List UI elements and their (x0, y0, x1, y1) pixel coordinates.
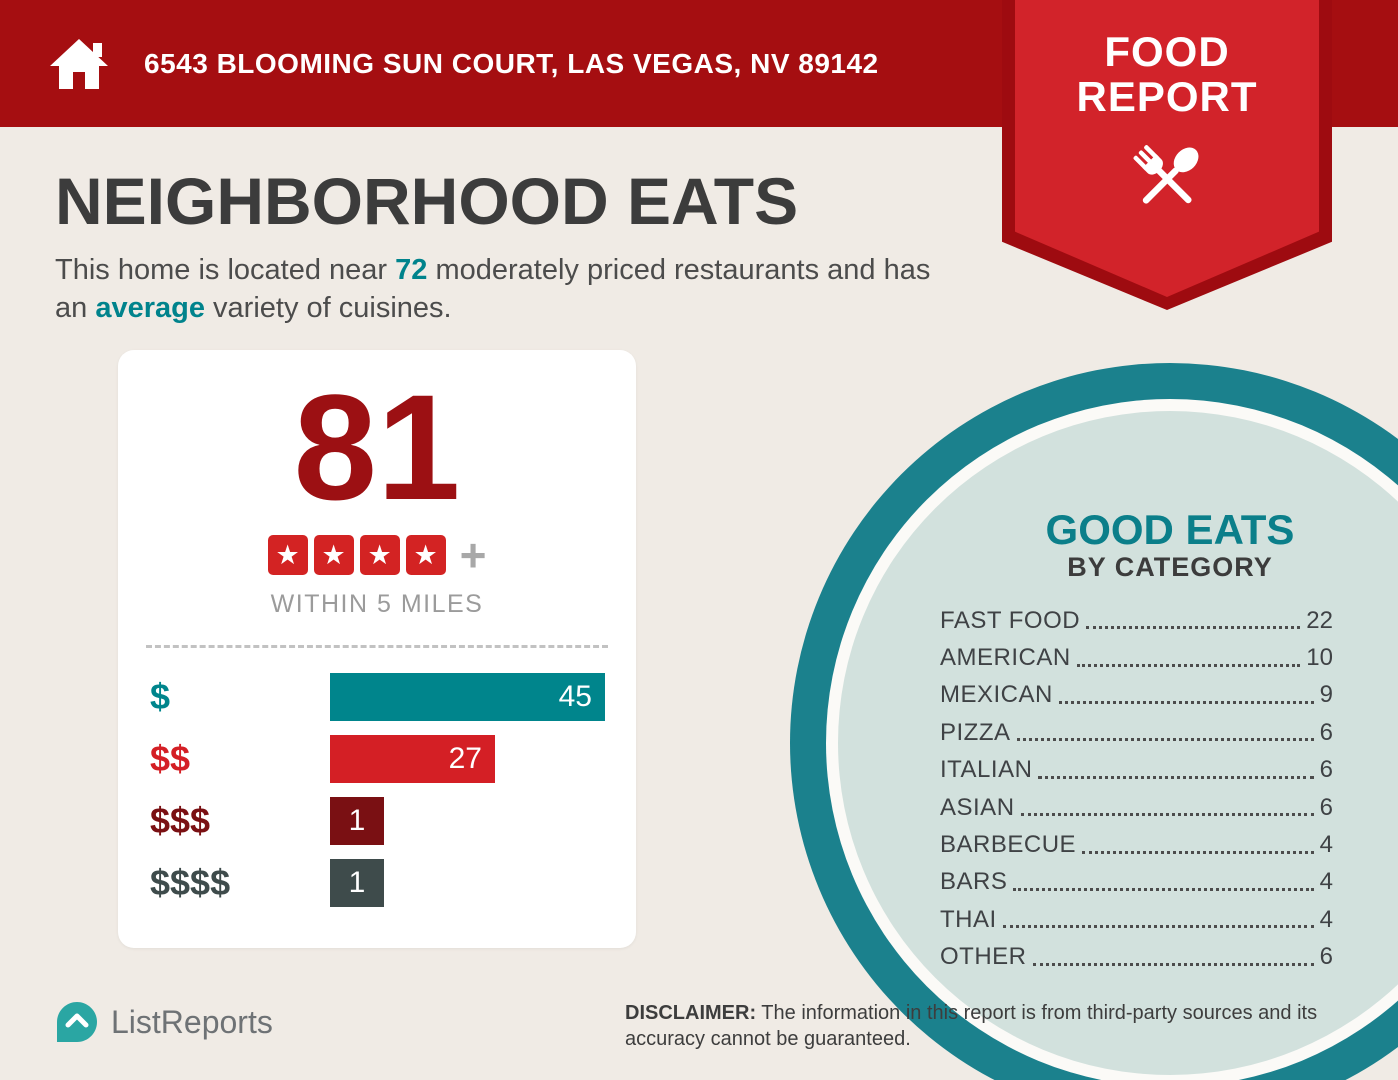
restaurant-count: 72 (395, 254, 428, 286)
price-bar-row: $$$ 1 (150, 790, 636, 852)
category-row: FAST FOOD 22 (940, 602, 1333, 639)
food-report-badge: FOOD REPORT (1002, 0, 1332, 310)
price-bar-label: $ (150, 676, 171, 717)
category-label: BARS (940, 868, 1008, 896)
category-list: FAST FOOD 22 AMERICAN 10 MEXICAN 9 PIZZA 6 ITALI… (940, 602, 1333, 976)
category-label: ITALIAN (940, 756, 1033, 784)
star-rating: ★ ★ ★ ★ + (118, 532, 636, 578)
category-label: AMERICAN (940, 644, 1071, 672)
listreports-logo-icon (57, 1002, 97, 1042)
category-value: 9 (1319, 681, 1333, 709)
category-label: PIZZA (940, 718, 1011, 746)
category-row: THAI 4 (940, 901, 1333, 938)
page-title: NEIGHBORHOOD EATS (55, 164, 799, 238)
star-icon: ★ (359, 535, 400, 575)
category-label: OTHER (940, 943, 1027, 971)
category-row: MEXICAN 9 (940, 677, 1333, 714)
price-bar-row: $$ 27 (150, 728, 636, 790)
star-icon: ★ (405, 535, 446, 575)
category-label: THAI (940, 905, 997, 933)
category-dots (1076, 663, 1301, 667)
plus-icon: + (459, 529, 487, 581)
badge-title-line2: REPORT (1076, 72, 1258, 120)
price-bar-value: 45 (558, 680, 592, 713)
category-value: 10 (1306, 644, 1333, 672)
category-row: BARS 4 (940, 864, 1333, 901)
category-dots (1082, 850, 1314, 854)
badge-face: FOOD REPORT (1015, 0, 1319, 297)
restaurant-score: 81 (293, 363, 461, 531)
dashed-divider (146, 645, 608, 648)
category-value: 6 (1319, 793, 1333, 821)
intro-sentence: This home is located near 72 moderately … (55, 251, 965, 328)
category-dots (1058, 700, 1314, 704)
price-bar: 27 (330, 735, 495, 783)
category-label: ASIAN (940, 793, 1015, 821)
radius-label: WITHIN 5 MILES (270, 590, 484, 618)
price-bar-value: 1 (348, 804, 366, 837)
category-label: FAST FOOD (940, 606, 1081, 634)
category-row: ASIAN 6 (940, 789, 1333, 826)
category-value: 4 (1319, 905, 1333, 933)
category-value: 6 (1319, 718, 1333, 746)
property-address: 6543 BLOOMING SUN COURT, LAS VEGAS, NV 8… (144, 47, 879, 79)
variety-word: average (95, 292, 205, 325)
disclaimer-text: The information in this report is from t… (625, 1002, 1318, 1051)
category-row: PIZZA 6 (940, 714, 1333, 751)
brand-name: ListReports (111, 1003, 273, 1040)
price-bars: $45 $$ 27 $$$ 1 $$$$ 1 (118, 666, 636, 914)
category-value: 22 (1306, 606, 1333, 634)
price-bar: 45 (330, 673, 605, 721)
score-card: 81 ★ ★ ★ ★ + WITHIN 5 MILES $45 $$ 27 $$$ 1 $$$$ 1 (118, 350, 636, 948)
category-value: 4 (1319, 868, 1333, 896)
good-eats-subtitle: BY CATEGORY (1067, 552, 1273, 582)
category-value: 6 (1319, 943, 1333, 971)
category-dots (1038, 775, 1314, 779)
price-bar-row: $$$$ 1 (150, 852, 636, 914)
category-dots (1086, 626, 1301, 630)
category-row: AMERICAN 10 (940, 639, 1333, 676)
price-bar-value: 27 (448, 742, 482, 775)
intro-text-end: variety of cuisines. (204, 292, 452, 325)
good-eats-title: GOOD EATS (1045, 506, 1295, 553)
price-bar-label: $$$$ (150, 862, 231, 903)
price-bar: 1 (330, 859, 384, 907)
category-dots (1020, 813, 1314, 817)
category-dots (1002, 925, 1314, 929)
star-icon: ★ (313, 535, 354, 575)
intro-text-mid: moderately priced restaurants and has an (55, 254, 931, 325)
category-row: OTHER 6 (940, 939, 1333, 976)
badge-title-line1: FOOD (1104, 28, 1230, 75)
category-value: 4 (1319, 831, 1333, 859)
category-label: MEXICAN (940, 681, 1053, 709)
category-dots (1032, 962, 1314, 966)
intro-text-start: This home is located near (55, 254, 396, 286)
price-bar-row: $45 (150, 666, 636, 728)
price-bar-value: 1 (348, 866, 366, 899)
category-row: BARBECUE 4 (940, 826, 1333, 863)
category-value: 6 (1319, 756, 1333, 784)
listreports-logo: ListReports (55, 1000, 273, 1044)
price-bar-label: $$ (150, 738, 191, 779)
category-label: BARBECUE (940, 831, 1077, 859)
category-row: ITALIAN 6 (940, 752, 1333, 789)
category-dots (1013, 887, 1314, 891)
disclaimer-label: DISCLAIMER: (625, 1002, 757, 1024)
home-icon (50, 38, 108, 89)
star-icon: ★ (267, 535, 308, 575)
price-bar-label: $$$ (150, 800, 211, 841)
crossed-utensils-icon (1133, 145, 1199, 204)
category-dots (1016, 738, 1314, 742)
disclaimer: DISCLAIMER: The information in this repo… (625, 1000, 1350, 1053)
price-bar: 1 (330, 797, 384, 845)
